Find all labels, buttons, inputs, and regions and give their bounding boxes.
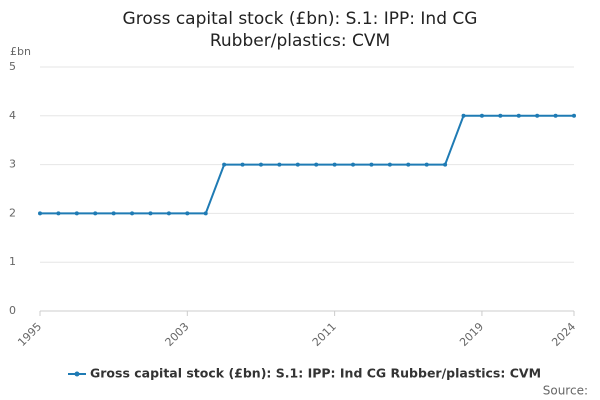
point xyxy=(222,162,227,167)
x-tick-label: 2003 xyxy=(163,320,192,349)
point xyxy=(111,211,116,216)
point xyxy=(572,113,576,118)
source: Source: xyxy=(543,384,588,398)
x-tick-label: 2024 xyxy=(549,320,578,349)
point xyxy=(295,162,300,167)
series-line xyxy=(40,114,574,215)
point xyxy=(258,162,263,167)
y-tick-label: 2 xyxy=(9,206,16,219)
point xyxy=(203,211,208,216)
y-axis-label: £bn xyxy=(10,45,31,58)
point xyxy=(516,113,521,118)
point xyxy=(406,162,411,167)
point xyxy=(461,113,466,118)
point xyxy=(443,162,448,167)
point xyxy=(130,211,135,216)
point xyxy=(93,211,98,216)
point xyxy=(314,162,319,167)
point xyxy=(148,211,153,216)
point xyxy=(498,113,503,118)
point xyxy=(74,211,79,216)
legend-marker xyxy=(74,371,80,377)
point xyxy=(277,162,282,167)
point xyxy=(332,162,337,167)
y-tick-label: 4 xyxy=(9,109,16,122)
point xyxy=(38,211,42,216)
point xyxy=(535,113,540,118)
y-tick-label: 0 xyxy=(9,304,16,317)
y-tick-label: 5 xyxy=(9,60,16,73)
x-tick-label: 2019 xyxy=(457,320,486,349)
point xyxy=(166,211,171,216)
chart-title: Gross capital stock (£bn): S.1: IPP: Ind… xyxy=(122,9,478,51)
x-tick-label: 1995 xyxy=(15,320,44,349)
point xyxy=(369,162,374,167)
point xyxy=(479,113,484,118)
y-tick-label: 1 xyxy=(9,255,16,268)
legend-label: Gross capital stock (£bn): S.1: IPP: Ind… xyxy=(90,366,541,381)
point xyxy=(351,162,356,167)
y-tick-label: 3 xyxy=(9,158,16,171)
point xyxy=(424,162,429,167)
point xyxy=(185,211,190,216)
point xyxy=(56,211,61,216)
point xyxy=(240,162,245,167)
point xyxy=(553,113,558,118)
x-tick-label: 2011 xyxy=(310,320,339,349)
point xyxy=(387,162,392,167)
